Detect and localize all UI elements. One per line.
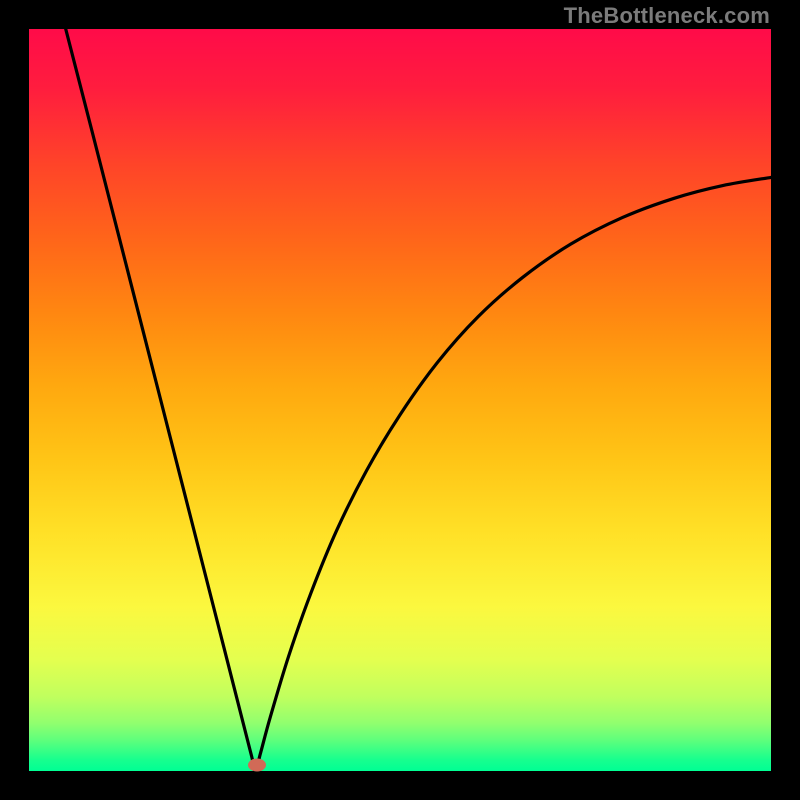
bottleneck-curve: [29, 29, 771, 771]
bottleneck-chart: TheBottleneck.com: [0, 0, 800, 800]
plot-area: [29, 29, 771, 771]
watermark-text: TheBottleneck.com: [564, 3, 770, 29]
minimum-marker: [248, 759, 266, 772]
